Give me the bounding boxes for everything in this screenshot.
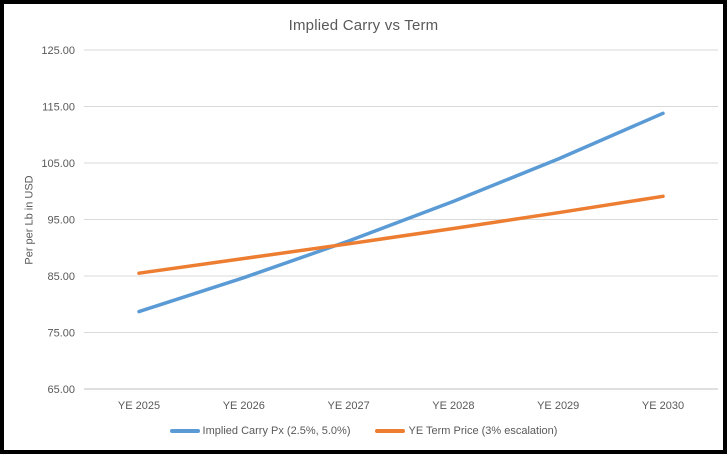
chart-title: Implied Carry vs Term (288, 17, 439, 34)
series-line-0 (137, 111, 665, 314)
legend-line-swatch-orange (375, 429, 406, 433)
x-tick-label: YE 2025 (118, 400, 160, 412)
y-tick-label: 125.00 (41, 45, 75, 57)
y-tick-label: 75.00 (47, 328, 75, 340)
x-tick-label: YE 2030 (642, 400, 684, 412)
legend-line-swatch-blue (169, 429, 200, 433)
series-line-1 (137, 194, 665, 275)
legend-label-implied-carry: Implied Carry Px (2.5%, 5.0%) (202, 425, 351, 437)
legend-item-implied-carry: Implied Carry Px (2.5%, 5.0%) (169, 425, 351, 437)
x-tick-label: YE 2029 (537, 400, 579, 412)
x-tick-label: YE 2026 (223, 400, 265, 412)
y-tick-label: 115.00 (42, 102, 75, 114)
legend: Implied Carry Px (2.5%, 5.0%) YE Term Pr… (4, 423, 723, 439)
x-tick-label: YE 2028 (432, 400, 474, 412)
legend-label-term-price: YE Term Price (3% escalation) (408, 425, 558, 437)
y-tick-label: 105.00 (41, 158, 75, 170)
y-tick-label: 95.00 (47, 215, 75, 227)
y-tick-label: 85.00 (47, 271, 75, 283)
x-tick-label: YE 2027 (327, 400, 369, 412)
y-tick-label: 65.00 (47, 384, 75, 396)
legend-item-term-price: YE Term Price (3% escalation) (375, 425, 557, 437)
plot-area: 65.00 75.00 85.00 95.00 105.00 115.00 125.00 YE… (41, 45, 718, 412)
